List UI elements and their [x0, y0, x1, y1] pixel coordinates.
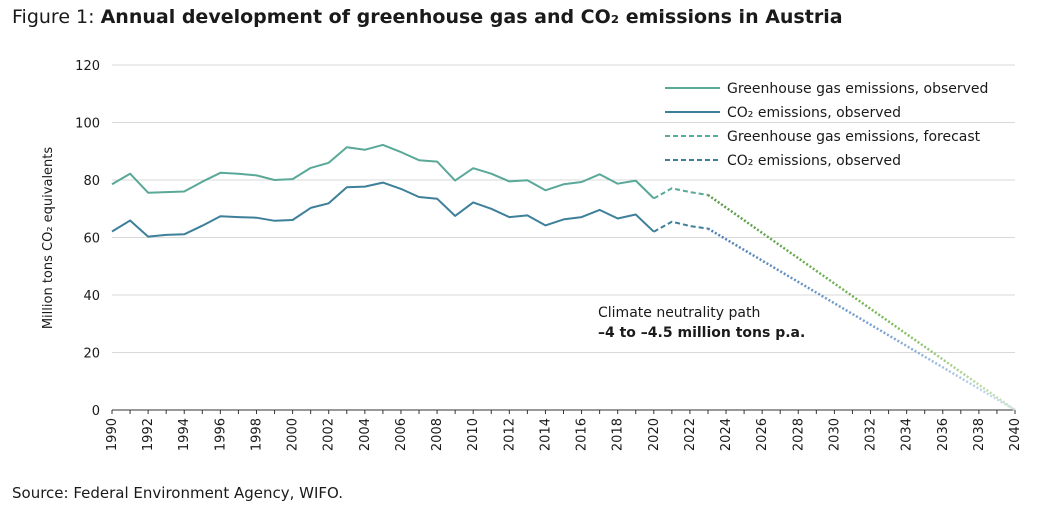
x-tick-label: 1992 [141, 418, 156, 451]
x-tick-label: 2004 [358, 418, 373, 451]
x-tick-label: 2018 [611, 418, 626, 451]
grid-lines [112, 64, 1015, 353]
x-tick-label: 2014 [538, 418, 553, 451]
neutrality-path-2 [707, 227, 1016, 412]
series-lines [111, 143, 1016, 412]
y-tick-label: 20 [83, 347, 100, 362]
series-line-2 [111, 181, 655, 238]
legend-label-3: Greenhouse gas emissions, forecast [727, 129, 981, 145]
x-tick-label: 2024 [719, 418, 734, 451]
x-tick-label: 2000 [286, 418, 301, 451]
y-tick-label: 0 [92, 404, 100, 419]
legend-label-4: CO₂ emissions, observed [727, 153, 901, 169]
x-tick-label: 2002 [322, 418, 337, 451]
x-tick-label: 2012 [502, 418, 517, 451]
y-tick-label: 60 [83, 232, 100, 247]
series-line-4 [653, 220, 709, 233]
legend: Greenhouse gas emissions, observed CO₂ em… [665, 81, 988, 169]
annotation-line-1: Climate neutrality path [598, 305, 760, 321]
x-tick-label: 2034 [900, 418, 915, 451]
annotation-line-2: –4 to –4.5 million tons p.a. [598, 325, 805, 341]
page-title: Figure 1: Annual development of greenhou… [12, 6, 843, 28]
x-tick-label: 1996 [213, 418, 228, 451]
neutrality-path-1 [707, 193, 1016, 412]
y-tick-label: 40 [83, 289, 100, 304]
x-tick-label: 2038 [972, 418, 987, 451]
y-tick-label: 80 [83, 174, 100, 189]
y-tick-label: 100 [75, 117, 100, 132]
x-tick-label: 2008 [430, 418, 445, 451]
figure-title: Annual development of greenhouse gas and… [100, 6, 843, 28]
source-note: Source: Federal Environment Agency, WIFO… [12, 484, 343, 502]
x-tick-label: 2020 [647, 418, 662, 451]
y-axis-label: Million tons CO₂ equivalents [41, 147, 56, 330]
x-tick-label: 2040 [1008, 418, 1023, 451]
x-tick-label: 2028 [791, 418, 806, 451]
x-tick-label: 1990 [105, 418, 120, 451]
x-tick-label: 2032 [864, 418, 879, 451]
series-line-3 [653, 187, 709, 200]
figure-label: Figure 1: [12, 6, 101, 28]
x-tick-label: 2006 [394, 418, 409, 451]
x-tick-label: 2010 [466, 418, 481, 451]
legend-label-1: Greenhouse gas emissions, observed [727, 81, 988, 97]
x-tick-label: 2016 [575, 418, 590, 451]
y-tick-label: 120 [75, 59, 100, 74]
x-tick-label: 2022 [683, 418, 698, 451]
x-tick-label: 1994 [177, 418, 192, 451]
x-tick-label: 2026 [755, 418, 770, 451]
series-line-1 [111, 143, 655, 200]
x-tick-label: 2036 [936, 418, 951, 451]
x-tick-label: 2030 [827, 418, 842, 451]
legend-label-2: CO₂ emissions, observed [727, 105, 901, 121]
x-tick-label: 1998 [249, 418, 264, 451]
